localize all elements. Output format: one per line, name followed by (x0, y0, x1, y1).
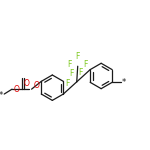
Text: *: * (122, 78, 126, 87)
Text: F: F (65, 79, 69, 88)
Text: O: O (24, 79, 30, 88)
Text: F: F (68, 60, 72, 69)
Text: F: F (83, 60, 88, 69)
Text: F: F (76, 52, 80, 61)
Text: F: F (78, 68, 83, 76)
Text: O: O (33, 81, 39, 90)
Text: *: * (0, 90, 3, 99)
Text: F: F (70, 69, 74, 78)
Text: O: O (14, 85, 20, 94)
